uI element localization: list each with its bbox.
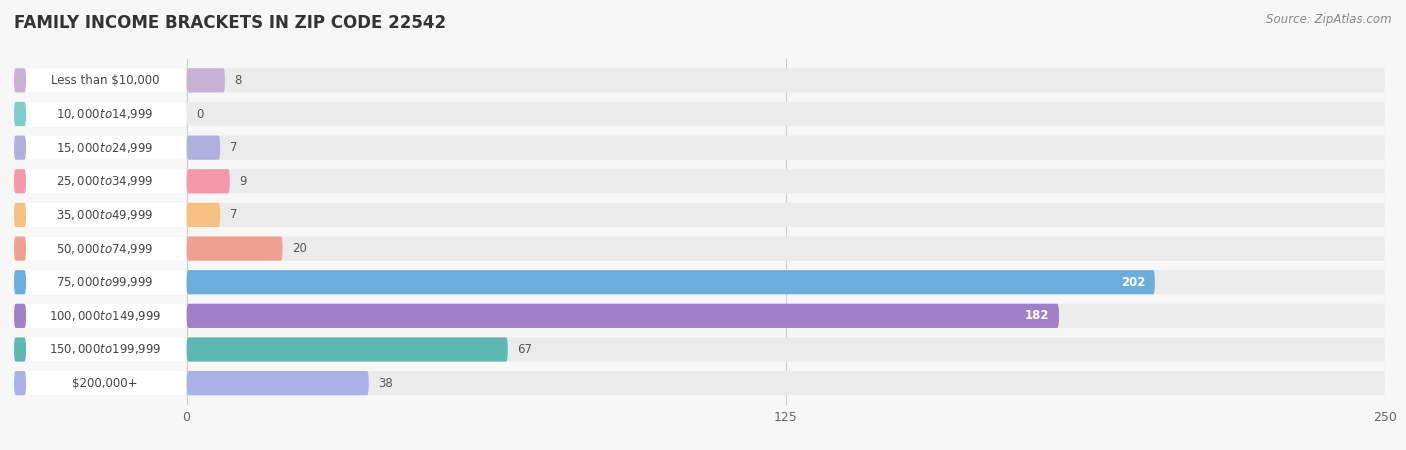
Text: $25,000 to $34,999: $25,000 to $34,999	[56, 174, 153, 188]
FancyBboxPatch shape	[187, 236, 283, 261]
FancyBboxPatch shape	[14, 304, 1385, 328]
Text: 7: 7	[229, 141, 238, 154]
FancyBboxPatch shape	[187, 169, 229, 194]
FancyBboxPatch shape	[14, 68, 1385, 93]
Text: 38: 38	[378, 377, 394, 390]
Text: $15,000 to $24,999: $15,000 to $24,999	[56, 141, 153, 155]
Text: 182: 182	[1025, 309, 1049, 322]
FancyBboxPatch shape	[14, 135, 27, 160]
FancyBboxPatch shape	[14, 102, 27, 126]
FancyBboxPatch shape	[14, 270, 27, 294]
Text: 0: 0	[197, 108, 204, 121]
Text: 9: 9	[239, 175, 247, 188]
Text: Source: ZipAtlas.com: Source: ZipAtlas.com	[1267, 14, 1392, 27]
Text: 20: 20	[292, 242, 307, 255]
FancyBboxPatch shape	[14, 371, 1385, 395]
FancyBboxPatch shape	[14, 135, 1385, 160]
FancyBboxPatch shape	[14, 68, 27, 93]
FancyBboxPatch shape	[14, 102, 1385, 126]
FancyBboxPatch shape	[14, 102, 187, 126]
FancyBboxPatch shape	[14, 304, 27, 328]
FancyBboxPatch shape	[14, 236, 1385, 261]
Text: $10,000 to $14,999: $10,000 to $14,999	[56, 107, 153, 121]
FancyBboxPatch shape	[14, 338, 27, 362]
FancyBboxPatch shape	[187, 371, 368, 395]
FancyBboxPatch shape	[14, 236, 187, 261]
Text: $100,000 to $149,999: $100,000 to $149,999	[49, 309, 162, 323]
Text: $150,000 to $199,999: $150,000 to $199,999	[49, 342, 162, 356]
FancyBboxPatch shape	[14, 203, 187, 227]
FancyBboxPatch shape	[14, 338, 1385, 362]
Text: 8: 8	[235, 74, 242, 87]
FancyBboxPatch shape	[14, 203, 1385, 227]
FancyBboxPatch shape	[14, 169, 1385, 194]
Text: 67: 67	[517, 343, 533, 356]
Text: Less than $10,000: Less than $10,000	[51, 74, 159, 87]
FancyBboxPatch shape	[187, 203, 221, 227]
FancyBboxPatch shape	[14, 371, 27, 395]
FancyBboxPatch shape	[14, 68, 187, 93]
FancyBboxPatch shape	[187, 135, 221, 160]
FancyBboxPatch shape	[14, 338, 187, 362]
FancyBboxPatch shape	[14, 203, 27, 227]
Text: $75,000 to $99,999: $75,000 to $99,999	[56, 275, 153, 289]
FancyBboxPatch shape	[14, 270, 187, 294]
FancyBboxPatch shape	[187, 338, 508, 362]
Text: $35,000 to $49,999: $35,000 to $49,999	[56, 208, 153, 222]
FancyBboxPatch shape	[14, 236, 27, 261]
Text: $200,000+: $200,000+	[72, 377, 138, 390]
FancyBboxPatch shape	[14, 169, 187, 194]
Text: FAMILY INCOME BRACKETS IN ZIP CODE 22542: FAMILY INCOME BRACKETS IN ZIP CODE 22542	[14, 14, 446, 32]
FancyBboxPatch shape	[187, 68, 225, 93]
Text: 7: 7	[229, 208, 238, 221]
FancyBboxPatch shape	[14, 135, 187, 160]
FancyBboxPatch shape	[14, 270, 1385, 294]
Text: $50,000 to $74,999: $50,000 to $74,999	[56, 242, 153, 256]
Text: 202: 202	[1121, 276, 1146, 289]
FancyBboxPatch shape	[14, 169, 27, 194]
FancyBboxPatch shape	[187, 270, 1154, 294]
FancyBboxPatch shape	[14, 371, 187, 395]
FancyBboxPatch shape	[187, 304, 1059, 328]
FancyBboxPatch shape	[14, 304, 187, 328]
